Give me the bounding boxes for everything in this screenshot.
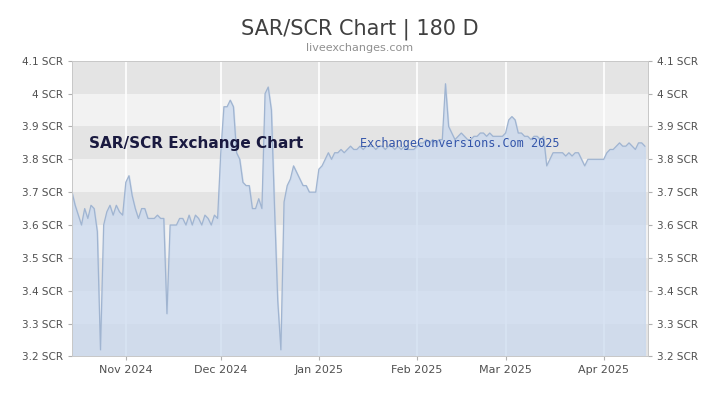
Bar xyxy=(72,126,648,159)
Text: ExchangeConversions.Com 2025: ExchangeConversions.Com 2025 xyxy=(360,137,559,150)
Bar xyxy=(72,61,648,94)
Text: liveexchanges.com: liveexchanges.com xyxy=(307,43,413,53)
Bar xyxy=(72,192,648,225)
Bar xyxy=(72,258,648,291)
Text: SAR/SCR Chart | 180 D: SAR/SCR Chart | 180 D xyxy=(241,18,479,40)
Bar xyxy=(72,324,648,356)
Text: SAR/SCR Exchange Chart: SAR/SCR Exchange Chart xyxy=(89,136,304,151)
